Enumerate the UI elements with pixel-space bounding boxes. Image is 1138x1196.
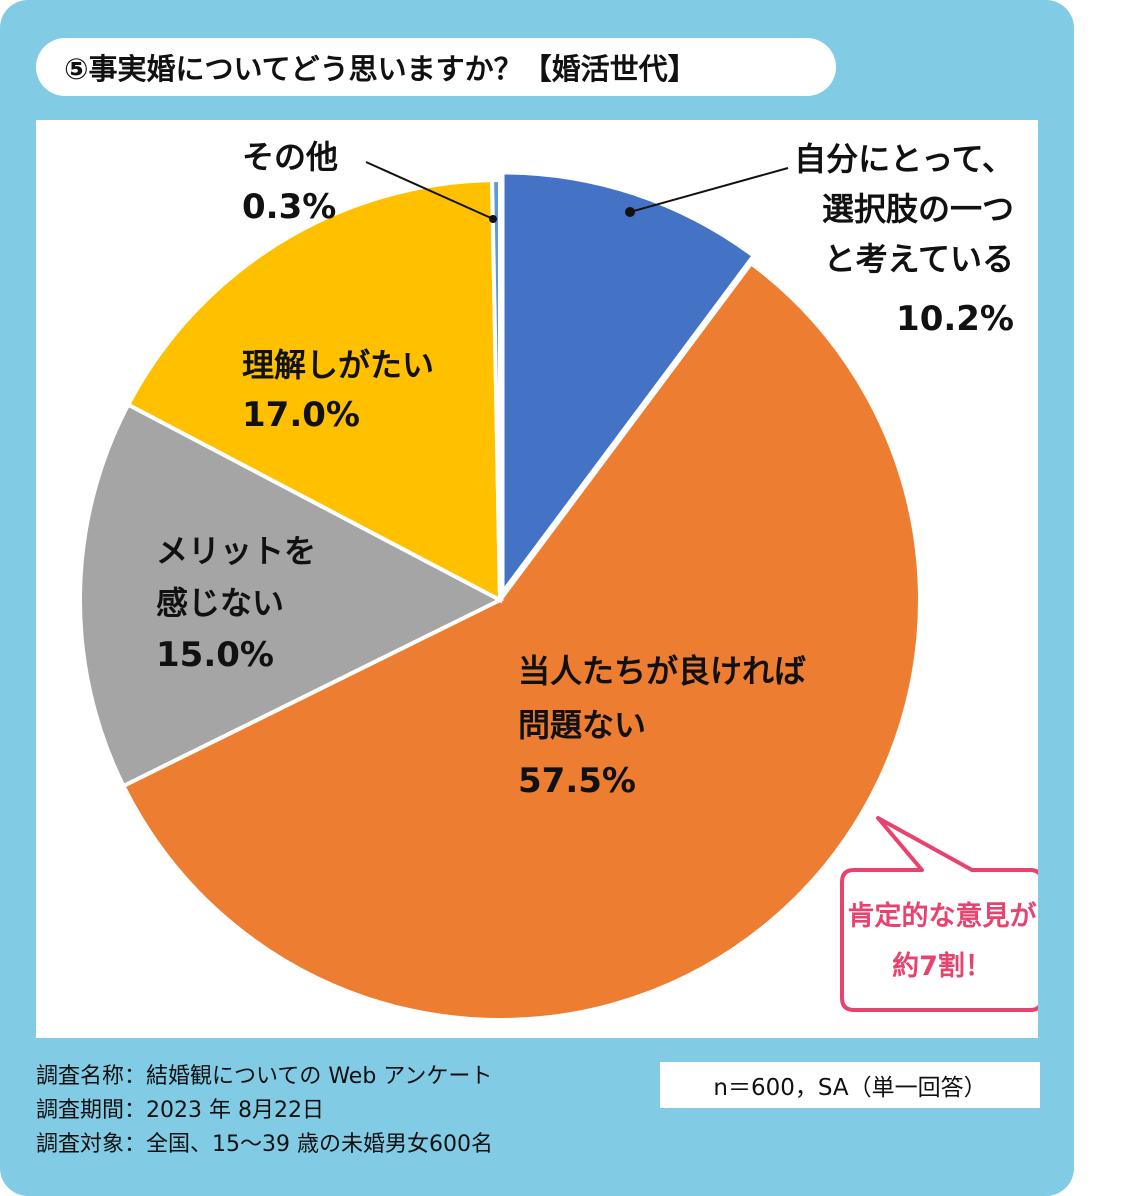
callout-text-line: 肯定的な意見が xyxy=(848,900,1037,932)
callout-bubble xyxy=(840,816,1038,1012)
chart-card: ⑤事実婚についてどう思いますか？【婚活世代】 自分にとって、選択肢の一つ と考えて… xyxy=(0,0,1074,1196)
label-choice-value: 10.2% xyxy=(896,299,1014,339)
survey-name: 調査名称：結婚観についての Web アンケート xyxy=(36,1064,493,1089)
label-hard-to-understand-line: 理解しがたい xyxy=(242,346,434,384)
slice-choice xyxy=(500,170,757,599)
label-other-line: その他 xyxy=(242,138,338,176)
plot-area: 自分にとって、選択肢の一つ と考えている 10.2% 当人たちが良ければ 問題ない 57.… xyxy=(36,120,1038,1038)
slice-other xyxy=(490,177,502,601)
label-choice-line: と考えている xyxy=(824,240,1014,278)
chart-title: ⑤事実婚についてどう思いますか？【婚活世代】 xyxy=(36,38,836,96)
leader-line-other xyxy=(365,161,492,219)
callout-text-line: 約7割！ xyxy=(892,950,992,982)
slice-no-merit xyxy=(78,401,505,789)
sample-size-label: n＝600，SA（単一回答） xyxy=(660,1062,1040,1108)
label-no-merit-line: メリットを xyxy=(156,532,316,570)
label-choice-line: 選択肢の一つ xyxy=(822,190,1014,228)
label-no-merit-line: 感じない xyxy=(156,584,284,622)
label-other-value: 0.3% xyxy=(242,187,336,227)
slice-no-problem xyxy=(120,260,922,1022)
leader-dot-other xyxy=(489,215,497,223)
label-no-problem-line: 問題ない xyxy=(518,706,646,744)
survey-period: 調査期間：2023 年 8月22日 xyxy=(36,1098,324,1123)
leader-dot-choice xyxy=(625,207,635,217)
leader-line-choice xyxy=(629,167,789,213)
survey-target: 調査対象：全国、15～39 歳の未婚男女600名 xyxy=(36,1132,493,1157)
slice-hard-to-understand xyxy=(125,178,503,604)
label-no-merit-value: 15.0% xyxy=(156,635,274,675)
label-choice-line: 自分にとって、 xyxy=(794,140,1014,178)
label-hard-to-understand-value: 17.0% xyxy=(242,395,360,435)
label-no-problem-line: 当人たちが良ければ xyxy=(518,652,806,690)
survey-info: 調査名称：結婚観についての Web アンケート 調査期間：2023 年 8月22… xyxy=(36,1060,493,1162)
label-no-problem-value: 57.5% xyxy=(518,761,636,801)
